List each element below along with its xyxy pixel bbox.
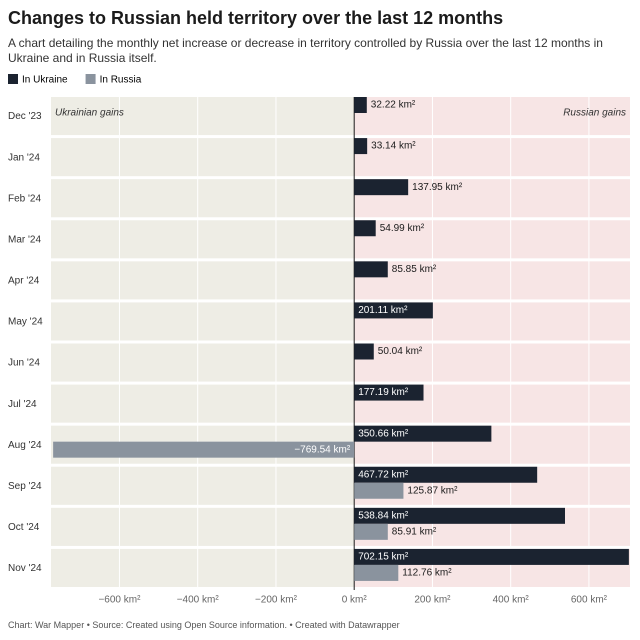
background-right [354,220,630,259]
value-label: −769.54 km² [294,444,351,455]
background-left [51,179,355,218]
y-tick-label: Jan '24 [8,152,40,163]
bar [354,343,374,360]
background-left [51,466,355,505]
background-right [354,261,630,300]
background-left [51,343,355,382]
value-label: 702.15 km² [358,552,409,563]
annotation: Russian gains [563,108,626,119]
x-tick-label: −600 km² [98,595,141,606]
x-tick-label: 400 km² [493,595,530,606]
annotation: Ukrainian gains [55,108,124,119]
bar [354,179,409,196]
value-label: 33.14 km² [371,141,416,152]
bar [354,482,404,499]
bar [354,384,424,401]
x-tick-label: 200 km² [414,595,451,606]
background-left [51,97,355,136]
x-tick-label: 600 km² [571,595,608,606]
y-tick-label: Sep '24 [8,481,42,492]
y-tick-label: Dec '23 [8,111,42,122]
bar [354,220,376,237]
legend-swatch [8,74,18,84]
bar [354,97,367,113]
y-tick-label: Apr '24 [8,276,40,287]
value-label: 538.84 km² [358,510,409,521]
legend-label: In Russia [100,75,142,86]
x-tick-label: 0 km² [342,595,368,606]
bar [354,138,368,155]
bar [354,425,492,442]
legend-label: In Ukraine [22,75,68,86]
background-right [354,138,630,177]
chart: In Ukraine In Russia −600 km² −400 km² −200 … [8,74,630,606]
value-label: 32.22 km² [371,100,416,111]
background-right [354,343,630,382]
background-left [51,220,355,259]
value-label: 125.87 km² [407,485,458,496]
x-tick-label: −400 km² [177,595,220,606]
background-left [51,548,355,587]
value-label: 137.95 km² [412,182,463,193]
value-label: 54.99 km² [380,223,425,234]
bar [354,466,538,483]
value-label: 350.66 km² [358,428,409,439]
bar [354,523,388,540]
chart-title: Changes to Russian held territory over t… [8,8,504,28]
value-label: 85.85 km² [392,264,437,275]
y-tick-label: Oct '24 [8,522,40,533]
legend-swatch [85,74,96,84]
bar [354,564,399,581]
footer: Chart: War Mapper • Source: Created usin… [8,620,400,630]
bar [354,261,388,278]
y-tick-label: Aug '24 [8,440,42,451]
background-left [51,507,355,546]
y-tick-label: Nov '24 [8,563,42,574]
value-label: 467.72 km² [358,469,409,480]
y-tick-label: Jul '24 [8,399,37,410]
bar [354,548,629,565]
value-label: 177.19 km² [358,387,409,398]
y-tick-label: Feb '24 [8,193,41,204]
bar [53,441,355,458]
background-right [354,97,630,136]
y-tick-label: May '24 [8,317,43,328]
bar [354,302,433,319]
background-left [51,138,355,177]
y-tick-label: Mar '24 [8,234,41,245]
value-label: 50.04 km² [378,346,423,357]
background-left [51,261,355,300]
background-left [51,384,355,423]
value-label: 85.91 km² [392,526,437,537]
chart-subtitle: A chart detailing the monthly net increa… [8,36,603,65]
background-left [51,302,355,341]
value-label: 112.76 km² [402,568,452,579]
value-label: 201.11 km² [358,305,408,316]
y-tick-label: Jun '24 [8,358,40,369]
x-tick-label: −200 km² [255,595,298,606]
bar [354,507,565,524]
